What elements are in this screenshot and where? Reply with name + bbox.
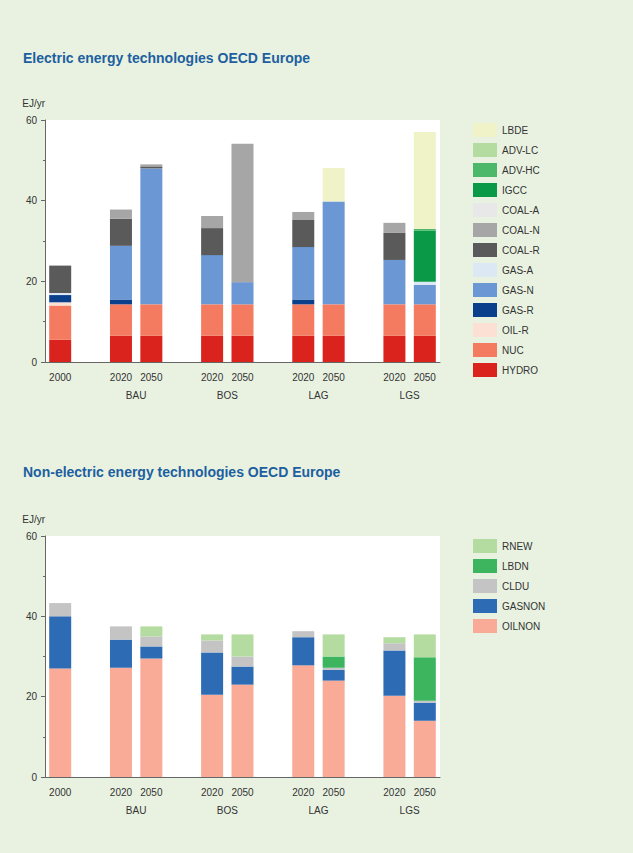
svg-text:2020: 2020 [110, 372, 133, 383]
svg-text:LBDN: LBDN [502, 561, 529, 572]
svg-text:2020: 2020 [110, 787, 133, 798]
svg-text:Non-electric energy technologi: Non-electric energy technologies OECD Eu… [23, 464, 341, 480]
svg-text:BAU: BAU [126, 805, 147, 816]
svg-text:2050: 2050 [231, 787, 254, 798]
svg-text:OILNON: OILNON [502, 621, 540, 632]
svg-text:HYDRO: HYDRO [502, 365, 538, 376]
svg-text:GAS-N: GAS-N [502, 285, 534, 296]
svg-text:20: 20 [26, 691, 38, 702]
svg-text:0: 0 [31, 772, 37, 783]
svg-text:2020: 2020 [292, 372, 315, 383]
svg-text:40: 40 [26, 611, 38, 622]
svg-text:LGS: LGS [400, 390, 420, 401]
svg-text:LBDE: LBDE [502, 125, 528, 136]
svg-text:BAU: BAU [126, 390, 147, 401]
svg-text:2020: 2020 [201, 372, 224, 383]
svg-text:IGCC: IGCC [502, 185, 527, 196]
svg-text:2050: 2050 [414, 787, 437, 798]
svg-text:GASNON: GASNON [502, 601, 545, 612]
svg-text:OIL-R: OIL-R [502, 325, 529, 336]
svg-text:2000: 2000 [49, 787, 72, 798]
svg-text:LAG: LAG [308, 390, 328, 401]
svg-text:2050: 2050 [140, 787, 163, 798]
svg-text:COAL-N: COAL-N [502, 225, 540, 236]
svg-text:EJ/yr: EJ/yr [22, 514, 45, 525]
svg-text:2020: 2020 [383, 787, 406, 798]
svg-text:ADV-HC: ADV-HC [502, 165, 540, 176]
svg-text:2050: 2050 [323, 787, 346, 798]
svg-text:60: 60 [26, 531, 38, 542]
svg-text:GAS-R: GAS-R [502, 305, 534, 316]
svg-text:NUC: NUC [502, 345, 524, 356]
svg-text:2050: 2050 [323, 372, 346, 383]
svg-text:COAL-R: COAL-R [502, 245, 540, 256]
svg-text:GAS-A: GAS-A [502, 265, 533, 276]
svg-text:LGS: LGS [400, 805, 420, 816]
svg-text:2020: 2020 [201, 787, 224, 798]
svg-text:40: 40 [26, 195, 38, 206]
svg-text:2050: 2050 [231, 372, 254, 383]
svg-text:2020: 2020 [383, 372, 406, 383]
svg-text:CLDU: CLDU [502, 581, 529, 592]
svg-text:0: 0 [31, 357, 37, 368]
svg-text:Electric energy technologies O: Electric energy technologies OECD Europe [23, 50, 310, 66]
svg-text:BOS: BOS [217, 805, 238, 816]
svg-text:BOS: BOS [217, 390, 238, 401]
svg-text:ADV-LC: ADV-LC [502, 145, 538, 156]
svg-text:RNEW: RNEW [502, 541, 533, 552]
svg-text:2050: 2050 [414, 372, 437, 383]
svg-text:2000: 2000 [49, 372, 72, 383]
svg-text:LAG: LAG [308, 805, 328, 816]
svg-text:EJ/yr: EJ/yr [22, 98, 45, 109]
svg-text:60: 60 [26, 115, 38, 126]
svg-text:20: 20 [26, 276, 38, 287]
svg-text:2020: 2020 [292, 787, 315, 798]
svg-text:2050: 2050 [140, 372, 163, 383]
svg-text:COAL-A: COAL-A [502, 205, 540, 216]
